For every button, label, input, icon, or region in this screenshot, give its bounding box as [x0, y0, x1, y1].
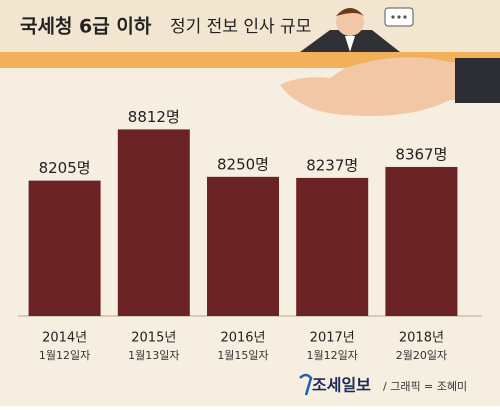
header-band — [0, 0, 500, 52]
x-tick-label: 2016년 — [220, 331, 265, 346]
chart-subtitle: 정기 전보 인사 규모 — [170, 17, 311, 37]
value-label: 8205명 — [39, 159, 91, 177]
value-label: 8367명 — [395, 145, 447, 163]
logo-mark — [299, 373, 313, 396]
x-tick-label: 2014년 — [42, 331, 87, 346]
x-tick-date: 1월12일자 — [307, 348, 358, 362]
x-tick-date: 1월13일자 — [128, 348, 179, 362]
source: 조세일보 — [312, 376, 371, 395]
x-tick-date: 1월12일자 — [39, 348, 90, 362]
bar — [28, 180, 101, 316]
chart-title: 국세청 6급 이하 — [20, 16, 152, 38]
x-tick-label: 2017년 — [310, 331, 355, 346]
x-tick-date: 2월20일자 — [396, 348, 447, 362]
bar — [385, 166, 458, 316]
value-label: 8237명 — [306, 156, 358, 174]
x-tick-label: 2015년 — [131, 331, 176, 346]
value-label: 8250명 — [217, 155, 269, 173]
x-tick-label: 2018년 — [399, 331, 444, 346]
bar — [296, 177, 369, 316]
bar — [117, 129, 190, 316]
credit: / 그래픽 = 조혜미 — [383, 380, 467, 393]
value-label: 8812명 — [128, 108, 180, 126]
illustration — [280, 7, 500, 116]
x-tick-date: 1월15일자 — [217, 348, 268, 362]
bar — [207, 176, 279, 316]
